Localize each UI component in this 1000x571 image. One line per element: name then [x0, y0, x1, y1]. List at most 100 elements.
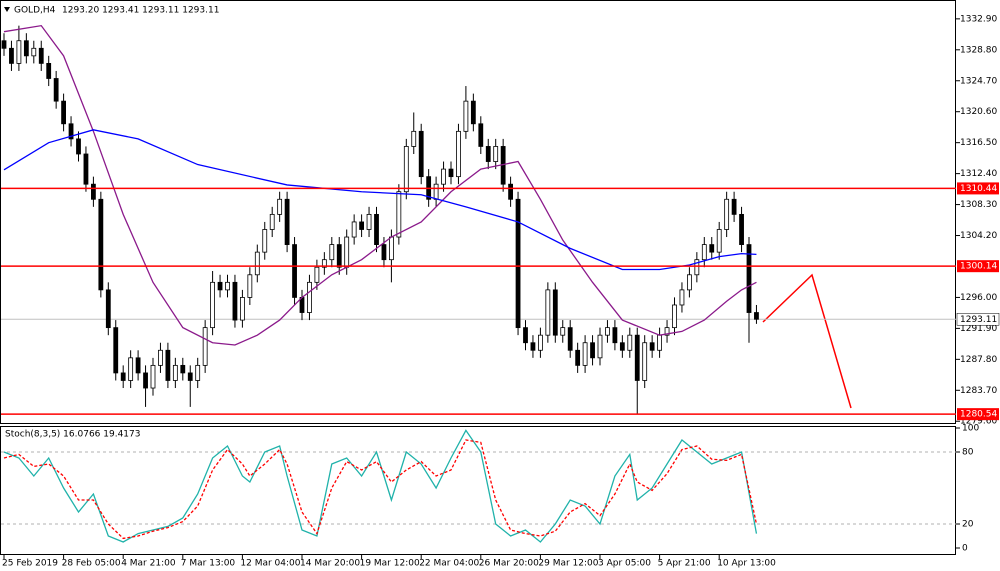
candle-body — [619, 342, 625, 351]
candle-body — [485, 146, 491, 162]
candle-body — [1, 40, 7, 49]
y-tick-label: 1283.70 — [960, 386, 997, 396]
y-tick-label: 20 — [962, 520, 974, 530]
candle-body — [724, 198, 730, 230]
candle-body — [247, 274, 253, 298]
candle-body — [582, 342, 588, 366]
candle-body — [217, 281, 223, 291]
candle-body — [202, 327, 208, 366]
candle-body — [158, 349, 163, 366]
candle-body — [225, 281, 230, 291]
candle-body — [254, 251, 260, 276]
level-label: 1280.54 — [960, 410, 997, 420]
y-tick-label: 1287.80 — [960, 355, 997, 365]
drawn-arrow — [762, 273, 852, 409]
candle-body — [664, 327, 670, 336]
moving-average — [3, 24, 757, 346]
candle-body — [68, 123, 74, 140]
candle-body — [433, 183, 439, 200]
level-label: 1300.14 — [960, 262, 997, 272]
level-box — [957, 260, 999, 273]
candle-body — [701, 244, 707, 261]
x-tick-label: 29 Mar 12:00 — [538, 559, 598, 569]
candle-body — [351, 221, 357, 238]
candle-body — [716, 229, 722, 253]
candle-body — [262, 229, 268, 253]
candle-body — [649, 342, 655, 351]
level-label: 1310.44 — [960, 184, 997, 194]
candle-body — [418, 130, 424, 178]
y-tick-label: 1296.00 — [960, 293, 997, 303]
candle-body — [9, 47, 14, 64]
candle-body — [113, 327, 119, 374]
candle-body — [552, 289, 558, 336]
candle-body — [456, 130, 461, 178]
candle-body — [448, 168, 454, 178]
y-tick-label: 100 — [962, 424, 979, 434]
y-tick-label: 1328.80 — [960, 45, 997, 55]
candle-body — [575, 349, 581, 366]
x-tick-label: 25 Feb 2019 — [2, 559, 58, 569]
candle-body — [239, 297, 245, 321]
candle-body — [388, 236, 394, 261]
candle-body — [746, 244, 752, 313]
candle-body — [150, 364, 156, 389]
x-tick-label: 22 Mar 04:00 — [419, 559, 479, 569]
candle-body — [470, 100, 476, 125]
x-tick-label: 10 Apr 13:00 — [717, 559, 776, 569]
chart-title: GOLD,H4 — [14, 6, 56, 16]
candle-body — [739, 213, 744, 245]
stoch-title: Stoch(8,3,5) 16.0766 19.4173 — [5, 430, 140, 440]
y-tick-label: 1291.90 — [960, 324, 997, 334]
candle-body — [545, 289, 551, 336]
candle-body — [612, 327, 618, 344]
candle-body — [605, 327, 610, 336]
x-tick-label: 5 Apr 21:00 — [658, 559, 711, 569]
candle-body — [76, 138, 81, 155]
candle-body — [523, 327, 528, 344]
candle-body — [597, 334, 603, 359]
main-pane — [0, 0, 956, 424]
candle-body — [560, 327, 566, 336]
candle-body — [590, 342, 595, 359]
candle-body — [508, 183, 514, 200]
chart-subtitle: 1293.20 1293.41 1293.11 1293.11 — [62, 6, 219, 16]
x-tick-label: 26 Mar 20:00 — [479, 559, 539, 569]
candle-body — [642, 342, 648, 381]
candle-body — [91, 183, 96, 200]
y-tick-label: 80 — [962, 448, 974, 458]
candle-body — [634, 334, 640, 381]
y-tick-label: 1324.70 — [960, 76, 997, 86]
y-tick-label: 1279.60 — [960, 417, 997, 427]
candle-body — [284, 198, 290, 245]
candle-body — [46, 62, 52, 79]
x-tick-label: 4 Mar 21:00 — [121, 559, 176, 569]
candle-body — [687, 274, 692, 291]
x-tick-label: 7 Mar 13:00 — [181, 559, 236, 569]
candle-body — [493, 146, 499, 162]
candle-body — [381, 244, 387, 261]
candle-body — [672, 304, 677, 329]
x-tick-label: 12 Mar 04:00 — [240, 559, 300, 569]
y-tick-label: 1316.50 — [960, 138, 997, 148]
candle-body — [232, 281, 238, 321]
candle-body — [679, 289, 685, 306]
candle-body — [694, 259, 700, 276]
current-price-box — [956, 313, 1000, 326]
candle-body — [187, 372, 193, 381]
candle-body — [120, 372, 126, 381]
candle-body — [731, 198, 737, 215]
candle-body — [165, 349, 171, 381]
candle-body — [463, 100, 469, 132]
candle-body — [38, 47, 44, 64]
candle-body — [53, 78, 59, 102]
candle-body — [538, 334, 543, 351]
x-tick-label: 3 Apr 05:00 — [598, 559, 651, 569]
candle-body — [83, 153, 89, 185]
y-tick-label: 1312.40 — [960, 169, 997, 179]
level-box — [957, 182, 999, 195]
candle-body — [336, 244, 342, 268]
y-tick-label: 1308.30 — [960, 200, 997, 210]
